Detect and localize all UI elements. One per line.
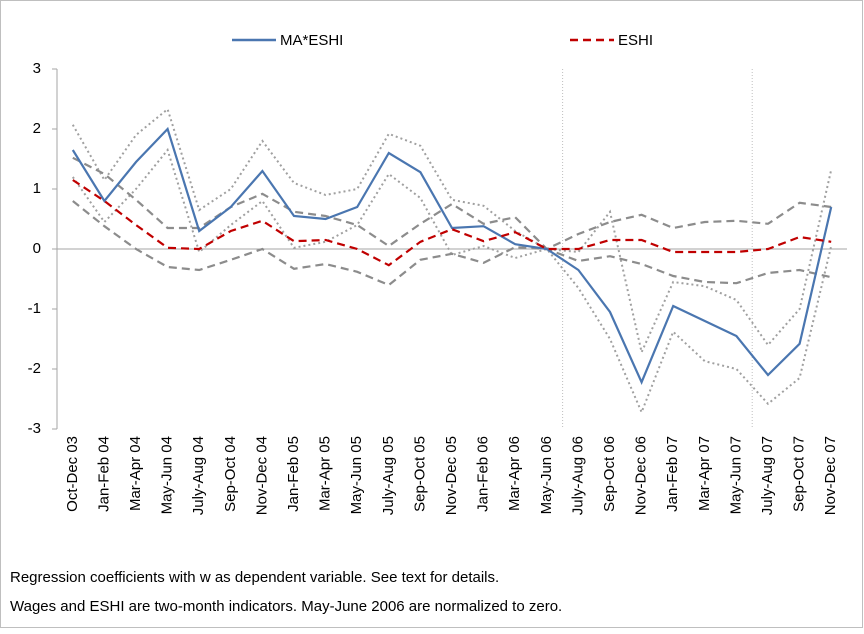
y-tick-label: -2 (28, 360, 41, 377)
y-tick-label: 0 (33, 240, 41, 257)
series-line (72, 200, 832, 287)
note: Regression coefficients with w as depend… (10, 569, 499, 586)
y-tick-label: -3 (28, 420, 41, 437)
x-tick-label: Jan-Feb 04 (95, 436, 112, 512)
x-tick-label: Sep-Oct 07 (791, 436, 808, 512)
legend-label: MA*ESHI (280, 32, 343, 49)
x-tick-label: Mar-Apr 06 (506, 436, 523, 511)
series-line (72, 179, 832, 267)
x-tick-label: Jan-Feb 05 (285, 436, 302, 512)
x-tick-label: July-Aug 04 (190, 436, 207, 515)
x-tick-label: July-Aug 06 (569, 436, 586, 515)
y-tick-label: 2 (33, 120, 41, 137)
series-line (71, 107, 833, 356)
x-tick-label: Nov-Dec 05 (443, 436, 460, 515)
y-tick-label: 3 (33, 60, 41, 77)
x-tick-label: May-Jun 04 (159, 436, 176, 514)
legend-label: ESHI (618, 32, 653, 49)
x-tick-label: Mar-Apr 05 (317, 436, 334, 511)
x-tick-label: Nov-Dec 04 (253, 436, 270, 515)
x-tick-label: Sep-Oct 04 (222, 436, 239, 512)
x-tick-label: Oct-Dec 03 (64, 436, 81, 512)
x-tick-label: Sep-Oct 05 (411, 436, 428, 512)
x-tick-label: May-Jun 07 (727, 436, 744, 514)
series-line (71, 126, 833, 385)
x-tick-label: July-Aug 07 (759, 436, 776, 515)
x-tick-label: July-Aug 05 (380, 436, 397, 515)
x-tick-label: Mar-Apr 07 (696, 436, 713, 511)
x-tick-label: Jan-Feb 06 (475, 436, 492, 512)
x-tick-label: Nov-Dec 07 (822, 436, 839, 515)
note: Wages and ESHI are two-month indicators.… (10, 598, 562, 615)
x-tick-label: Jan-Feb 07 (664, 436, 681, 512)
y-tick-label: 1 (33, 180, 41, 197)
x-tick-label: Nov-Dec 06 (633, 436, 650, 515)
x-tick-label: May-Jun 05 (348, 436, 365, 514)
y-tick-label: -1 (28, 300, 41, 317)
x-tick-label: Sep-Oct 06 (601, 436, 618, 512)
x-tick-label: May-Jun 06 (538, 436, 555, 514)
x-tick-label: Mar-Apr 04 (127, 436, 144, 511)
